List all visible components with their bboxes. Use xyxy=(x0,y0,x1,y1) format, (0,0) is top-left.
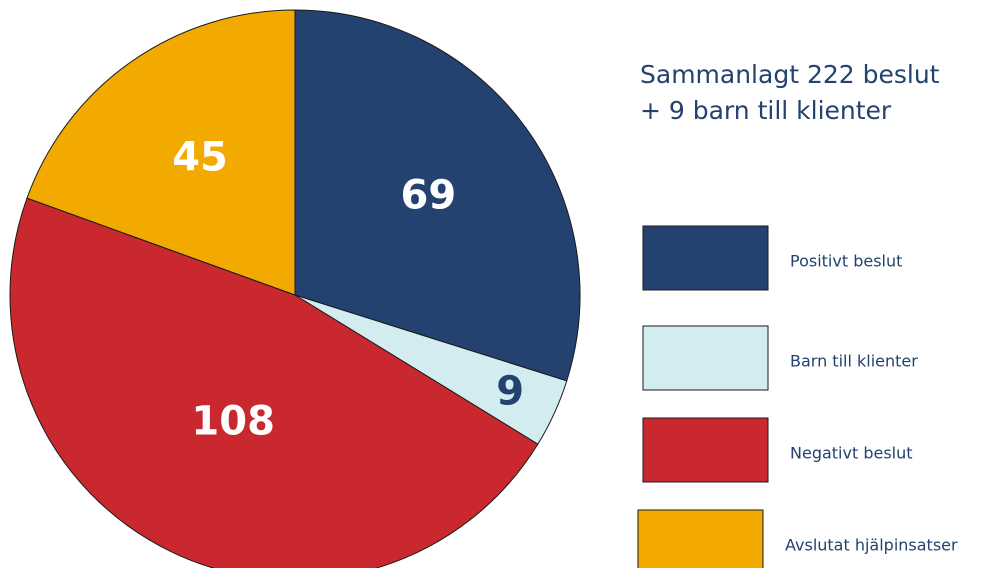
data-label: 108 xyxy=(191,398,275,444)
legend-label: Avslutat hjälpinsatser xyxy=(785,536,958,555)
legend-label: Barn till klienter xyxy=(790,352,918,371)
legend-swatch xyxy=(642,325,769,391)
chart-title-line: Sammanlagt 222 beslut xyxy=(640,60,940,89)
data-label: 45 xyxy=(172,135,228,181)
pie-slice xyxy=(26,9,296,296)
legend-swatch xyxy=(637,509,764,568)
legend-label: Positivt beslut xyxy=(790,252,902,271)
chart-title-line: + 9 barn till klienter xyxy=(640,96,892,125)
legend-swatch xyxy=(642,225,769,291)
pie-slice xyxy=(294,9,581,382)
legend-swatch xyxy=(642,417,769,483)
data-label: 9 xyxy=(496,368,524,414)
pie-slice xyxy=(9,197,539,568)
legend-label: Negativt beslut xyxy=(790,444,913,463)
data-label: 69 xyxy=(400,172,456,218)
